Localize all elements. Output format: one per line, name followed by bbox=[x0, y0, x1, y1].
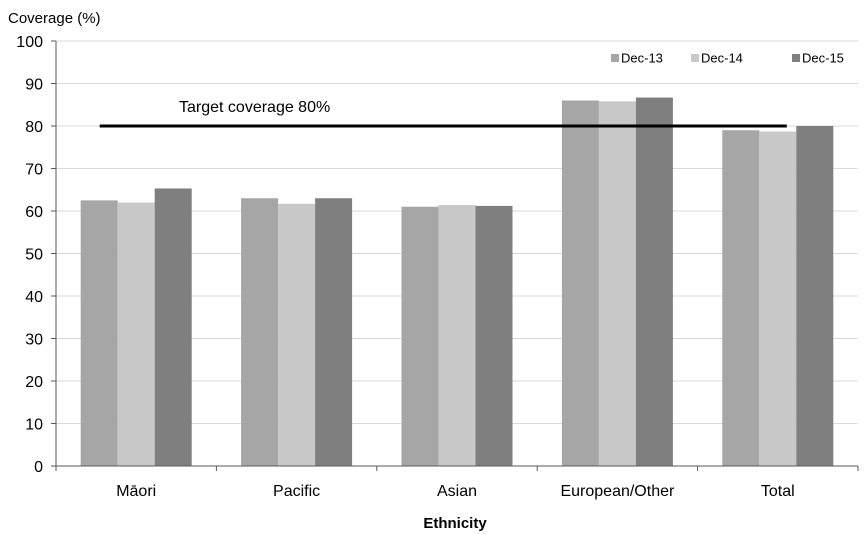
y-tick-labels: 0 10 20 30 40 50 60 70 80 90 100 bbox=[16, 34, 43, 476]
target-label: Target coverage 80% bbox=[179, 99, 330, 116]
x-category-label: Total bbox=[761, 483, 795, 500]
x-axis-title: Ethnicity bbox=[423, 515, 487, 532]
y-tick-label: 10 bbox=[25, 417, 43, 434]
x-category-labels: Māori Pacific Asian European/Other Total bbox=[116, 483, 795, 500]
bar bbox=[154, 188, 192, 466]
bar bbox=[438, 205, 476, 467]
y-tick-label: 50 bbox=[25, 247, 43, 264]
bars bbox=[80, 97, 834, 467]
bar bbox=[117, 202, 155, 466]
bar bbox=[401, 206, 439, 466]
legend: Dec-13 Dec-14 Dec-15 bbox=[611, 51, 844, 66]
bar bbox=[278, 203, 316, 466]
y-tick-label: 100 bbox=[16, 34, 43, 51]
y-tick-label: 20 bbox=[25, 374, 43, 391]
axes bbox=[51, 40, 859, 471]
bar bbox=[796, 126, 834, 466]
legend-label: Dec-15 bbox=[802, 51, 844, 66]
y-axis-title: Coverage (%) bbox=[8, 10, 101, 27]
y-tick-label: 0 bbox=[34, 459, 43, 476]
bar bbox=[759, 131, 797, 466]
legend-swatch bbox=[792, 54, 800, 62]
y-tick-label: 60 bbox=[25, 204, 43, 221]
legend-label: Dec-14 bbox=[701, 51, 743, 66]
x-category-label: European/Other bbox=[560, 483, 675, 500]
y-tick-label: 80 bbox=[25, 119, 43, 136]
x-category-label: Māori bbox=[116, 483, 156, 500]
bar bbox=[315, 198, 353, 466]
legend-swatch bbox=[611, 54, 619, 62]
y-tick-label: 70 bbox=[25, 162, 43, 179]
y-tick-label: 30 bbox=[25, 332, 43, 349]
bar bbox=[561, 100, 599, 466]
bar bbox=[241, 198, 279, 466]
bar bbox=[80, 200, 118, 466]
y-tick-label: 40 bbox=[25, 289, 43, 306]
legend-label: Dec-13 bbox=[621, 51, 663, 66]
x-category-label: Pacific bbox=[273, 483, 320, 500]
target-line-group: Target coverage 80% bbox=[99, 99, 787, 128]
y-tick-label: 90 bbox=[25, 77, 43, 94]
x-category-label: Asian bbox=[437, 483, 477, 500]
bar bbox=[635, 97, 673, 467]
bar bbox=[475, 205, 513, 466]
bar bbox=[598, 101, 636, 466]
legend-swatch bbox=[691, 54, 699, 62]
bar bbox=[722, 130, 760, 466]
